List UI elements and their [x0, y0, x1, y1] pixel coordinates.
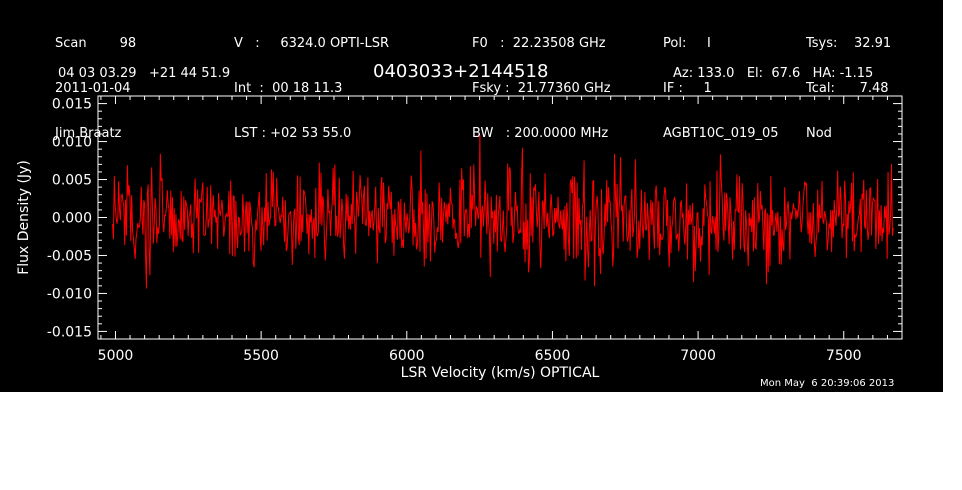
x-tick-label: 6000	[389, 348, 425, 364]
y-tick-label: -0.005	[47, 248, 92, 264]
x-tick-label: 7000	[680, 348, 716, 364]
y-tick-label: 0.015	[52, 97, 92, 113]
y-tick-label: 0.005	[52, 173, 92, 189]
scan-number: Scan 98	[55, 36, 137, 51]
spectrum-line	[112, 134, 894, 289]
plot-panel: Scan 98 2011-01-04 Jim Braatz V : 6324.0…	[0, 0, 943, 392]
system-info: Tsys: 32.91 Tcal: 7.48 Nod	[806, 6, 891, 171]
bandwidth: BW : 200.0000 MHz	[472, 126, 609, 141]
source-name: 0403033+2144518	[373, 61, 549, 82]
x-axis-label: LSR Velocity (km/s) OPTICAL	[401, 365, 600, 381]
sky-frequency: Fsky : 21.77360 GHz	[472, 81, 611, 96]
x-tick-label: 6500	[535, 348, 571, 364]
if-number: IF : 1	[663, 81, 712, 96]
lst: LST : +02 53 55.0	[234, 126, 352, 141]
proc-type: Nod	[806, 126, 832, 141]
velocity-info: V : 6324.0 OPTI-LSR Int : 00 18 11.3 LST…	[234, 6, 389, 171]
tsys: Tsys: 32.91	[806, 36, 892, 51]
x-axis: 5000 5500 6000 6500 7000 7500	[98, 96, 903, 364]
spectrum-chart: 5000 5500 6000 6500 7000 7500 -0.015-0.010-0.…	[16, 95, 903, 381]
pointing-info: Az: 133.0 El: 67.6 HA: -1.15	[673, 66, 874, 81]
x-tick-label: 7500	[826, 348, 862, 364]
project-id: AGBT10C_019_05	[663, 126, 779, 141]
y-axis-label: Flux Density (Jy)	[16, 160, 32, 275]
integration-time: Int : 00 18 11.3	[234, 81, 343, 96]
obs-date: 2011-01-04	[55, 81, 131, 96]
plot-timestamp: Mon May 6 20:39:06 2013	[760, 378, 895, 389]
y-tick-label: -0.015	[47, 324, 92, 340]
polarization-info: Pol: I IF : 1 AGBT10C_019_05	[663, 6, 779, 171]
y-tick-label: 0.000	[52, 211, 92, 227]
source-coordinates: 04 03 03.29 +21 44 51.9	[58, 66, 231, 81]
y-tick-label: -0.010	[47, 286, 92, 302]
tcal: Tcal: 7.48	[806, 81, 889, 96]
frequency-info: F0 : 22.23508 GHz Fsky : 21.77360 GHz BW…	[472, 6, 611, 171]
polarization: Pol: I	[663, 36, 711, 51]
y-tick-label: 0.010	[52, 135, 92, 151]
y-axis: -0.015 -0.010 -0.005 0.000 0.005 0.010 0.015	[47, 95, 902, 340]
x-tick-label: 5500	[243, 348, 279, 364]
spectrum-trace	[112, 134, 894, 289]
rest-frequency: F0 : 22.23508 GHz	[472, 36, 606, 51]
x-tick-label: 5000	[98, 348, 134, 364]
velocity: V : 6324.0 OPTI-LSR	[234, 36, 390, 51]
